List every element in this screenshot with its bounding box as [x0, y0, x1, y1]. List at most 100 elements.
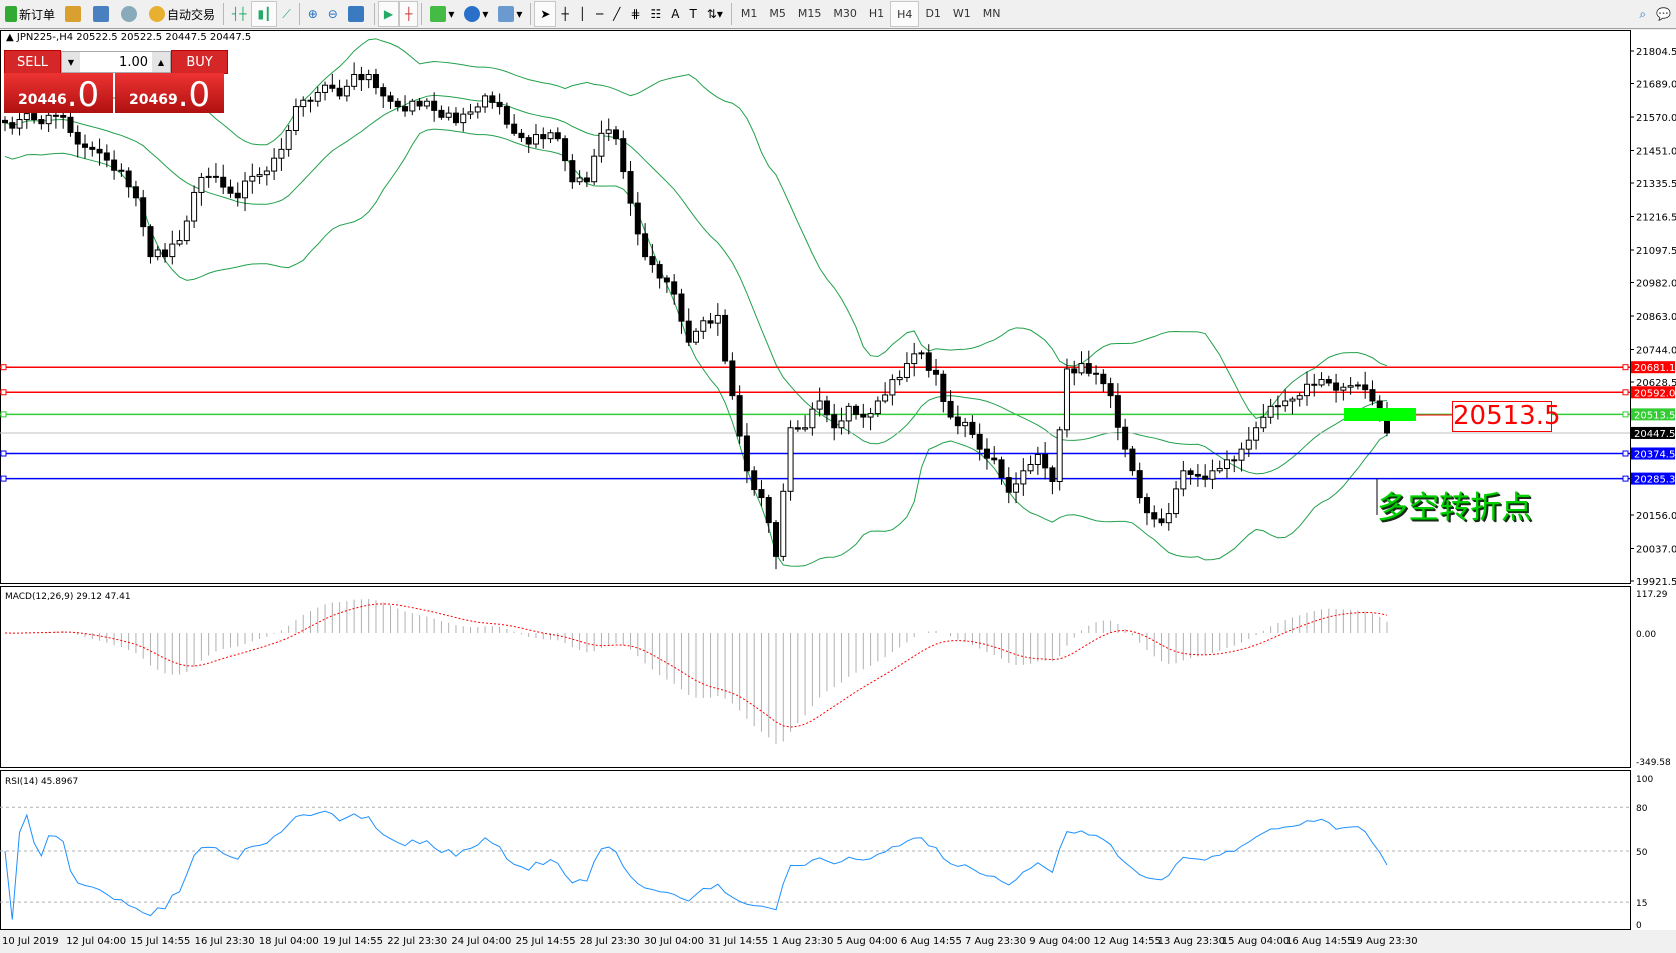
annotation-price-label[interactable]: 20513.5 [1452, 401, 1561, 432]
crosshair-icon: ┼ [561, 7, 569, 21]
templates-button[interactable]: ▾ [493, 2, 527, 26]
arrows-button[interactable]: ⇅▾ [702, 2, 728, 26]
bear-candle [743, 435, 750, 472]
fibonacci-button[interactable]: ⋕ [625, 2, 645, 26]
cursor-button[interactable]: ➤ [534, 1, 557, 27]
auto-trading-icon [149, 6, 166, 22]
bull-candle [896, 376, 903, 381]
auto-trading-button[interactable]: 自动交易 [144, 2, 220, 26]
zoom-out-button[interactable]: ⊖ [323, 2, 343, 26]
price-axis-label: 21689.0 [1636, 80, 1676, 91]
time-axis-label: 12 Aug 14:55 [1093, 936, 1161, 947]
bear-candle [525, 137, 532, 145]
rsi-line [4, 810, 1388, 920]
bear-candle [402, 106, 409, 112]
pivot-zone-rectangle[interactable] [1344, 408, 1416, 421]
chart-canvas[interactable]: 20681.1 20592.0 20513.5 20447.5 20374.5 20285… [0, 30, 1676, 931]
text-button[interactable]: A [666, 2, 684, 26]
time-axis-label: 12 Jul 04:00 [66, 936, 127, 947]
timeframe-m30[interactable]: M30 [833, 6, 857, 20]
bear-candle [758, 489, 765, 499]
chart-window[interactable]: 20681.1 20592.0 20513.5 20447.5 20374.5 20285… [0, 30, 1676, 931]
bull-candle [1289, 398, 1296, 402]
time-axis-label: 19 Aug 23:30 [1350, 936, 1418, 947]
timeframe-w1[interactable]: W1 [952, 6, 971, 20]
bull-candle [1216, 467, 1223, 472]
navigator-button[interactable] [116, 2, 144, 26]
market-watch-button[interactable] [60, 2, 88, 26]
search-button[interactable]: ⌕ [1634, 2, 1651, 26]
bear-candle [438, 109, 445, 118]
data-window-button[interactable] [88, 2, 116, 26]
bear-candle [380, 87, 387, 97]
candlestick-button[interactable]: ▮┃ [251, 1, 278, 27]
bear-candle [125, 170, 132, 188]
timeframe-h4[interactable]: H4 [890, 1, 920, 27]
price-axis-label: 21451.0 [1636, 146, 1676, 157]
price-axis-label: 21335.5 [1636, 179, 1676, 190]
periods-button[interactable]: ▾ [459, 2, 493, 26]
toolbar-separator [421, 3, 423, 25]
bear-candle [976, 433, 983, 450]
buy-button[interactable]: BUY [171, 50, 228, 74]
price-axis-label: 20628.5 [1636, 378, 1676, 389]
bear-candle [452, 112, 459, 124]
time-axis-label: 25 Jul 14:55 [515, 936, 576, 947]
bull-candle [365, 74, 372, 81]
lot-increase-button[interactable]: ▲ [152, 52, 170, 72]
time-axis-label: 10 Jul 2019 [2, 936, 59, 947]
timeframe-h1[interactable]: H1 [868, 6, 885, 20]
timeframe-d1[interactable]: D1 [925, 6, 941, 20]
autoscroll-button[interactable]: ┼ [399, 1, 419, 27]
bull-candle [838, 420, 845, 429]
timeframe-m1[interactable]: M1 [740, 6, 758, 20]
price-axis-label: 20037.0 [1636, 544, 1676, 555]
lot-decrease-button[interactable]: ▼ [62, 52, 80, 72]
indicators-button[interactable]: ▾ [425, 2, 459, 26]
bull-candle [882, 394, 889, 402]
chart-shift-button[interactable]: ▶ [377, 1, 400, 27]
timeframe-mn[interactable]: MN [982, 6, 1001, 20]
ask-price: 20469 [129, 92, 178, 108]
timeframe-m5[interactable]: M5 [769, 6, 786, 20]
sell-price-button[interactable]: 20446.0 [4, 73, 113, 113]
buy-price-button[interactable]: 20469.0 [115, 73, 224, 113]
trendline-icon: ╱ [613, 7, 621, 21]
horizontal-line-button[interactable]: ─ [591, 2, 608, 26]
zoom-in-button[interactable]: ⊕ [303, 2, 323, 26]
trendline-button[interactable]: ╱ [608, 2, 625, 26]
price-axis-label: 20156.0 [1636, 511, 1676, 522]
new-order-button[interactable]: 新订单 [0, 2, 60, 26]
fibonacci-fan-button[interactable]: ☷ [645, 2, 666, 26]
bull-candle [1027, 464, 1034, 472]
bear-candle [307, 99, 314, 102]
bull-candle [867, 413, 874, 418]
line-chart-button[interactable]: ⟋ [277, 2, 295, 26]
timeframe-m15[interactable]: M15 [797, 6, 822, 20]
label-button[interactable]: T [684, 2, 701, 26]
bear-candle [620, 138, 627, 173]
vertical-line-button[interactable]: │ [574, 2, 591, 26]
bear-candle [2, 119, 8, 124]
bull-candle [278, 148, 285, 159]
bull-candle [1238, 448, 1245, 461]
main-pane [0, 30, 1631, 584]
tile-windows-button[interactable] [343, 2, 371, 26]
level-handle-right [1622, 411, 1629, 418]
bull-candle [1223, 459, 1230, 469]
bar-chart-button[interactable]: ┤┼ [227, 2, 251, 26]
level-price-text: 20447.5 [1634, 429, 1675, 440]
bull-candle [1303, 383, 1310, 397]
annotation-pivot-text[interactable]: 多空转折点 [1377, 490, 1532, 526]
bull-candle [1180, 470, 1187, 490]
sell-button[interactable]: SELL [4, 50, 61, 74]
vertical-line-icon: │ [578, 7, 586, 21]
lot-size-input[interactable]: ▼ 1.00 ▲ [61, 51, 171, 73]
bull-candle [176, 240, 183, 245]
bear-candle [649, 256, 656, 266]
bull-candle [780, 490, 787, 557]
crosshair-button[interactable]: ┼ [556, 2, 573, 26]
chat-button[interactable]: 💬 [1651, 2, 1676, 26]
bear-candle [969, 421, 976, 435]
lot-value[interactable]: 1.00 [119, 54, 148, 70]
